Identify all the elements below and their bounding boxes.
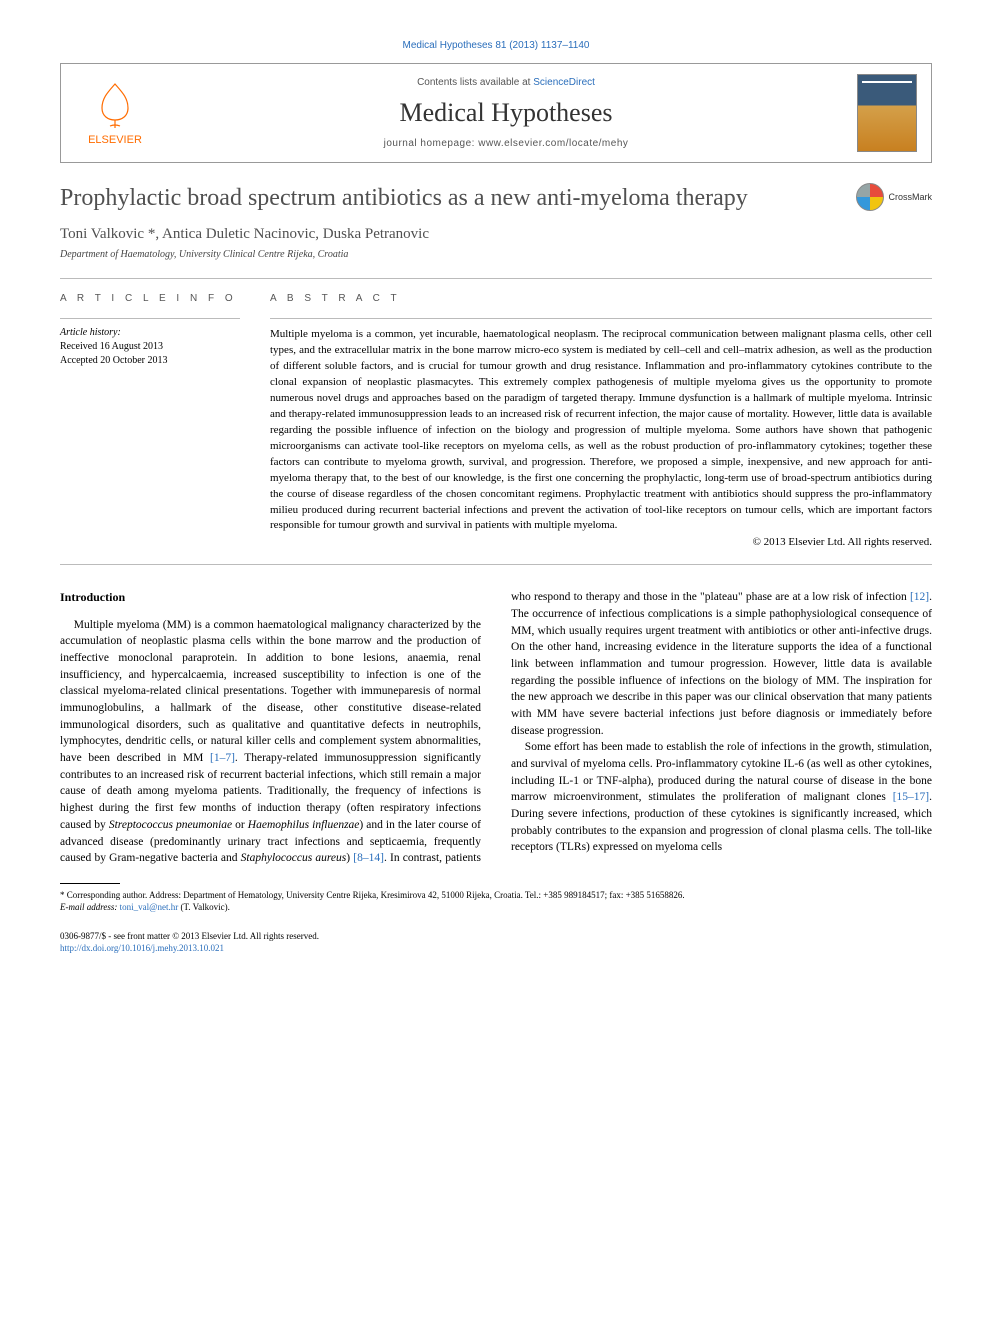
citation-link[interactable]: [15–17] — [893, 791, 929, 803]
email-link[interactable]: toni_val@net.hr — [120, 902, 179, 912]
footnote-separator — [60, 883, 120, 884]
article-info-label: A R T I C L E I N F O — [60, 293, 240, 304]
body-paragraph: Some effort has been made to establish t… — [511, 739, 932, 856]
info-abstract-row: A R T I C L E I N F O Article history: R… — [60, 293, 932, 548]
divider — [60, 278, 932, 279]
citation-link[interactable]: [1–7] — [210, 752, 235, 764]
article-info-column: A R T I C L E I N F O Article history: R… — [60, 293, 240, 548]
abstract-column: A B S T R A C T Multiple myeloma is a co… — [270, 293, 932, 548]
corresponding-author-footnote: * Corresponding author. Address: Departm… — [60, 890, 932, 913]
article-title: Prophylactic broad spectrum antibiotics … — [60, 183, 856, 214]
history-heading: Article history: — [60, 327, 240, 338]
journal-reference: Medical Hypotheses 81 (2013) 1137–1140 — [60, 40, 932, 51]
divider — [60, 318, 240, 319]
issn-copyright: 0306-9877/$ - see front matter © 2013 El… — [60, 931, 932, 943]
title-row: Prophylactic broad spectrum antibiotics … — [60, 183, 932, 214]
crossmark-badge[interactable]: CrossMark — [856, 183, 932, 211]
introduction-heading: Introduction — [60, 589, 481, 606]
received-date: Received 16 August 2013 — [60, 340, 240, 354]
journal-name: Medical Hypotheses — [155, 98, 857, 128]
page-footer: 0306-9877/$ - see front matter © 2013 El… — [60, 931, 932, 954]
crossmark-icon — [856, 183, 884, 211]
body-text: Introduction Multiple myeloma (MM) is a … — [60, 589, 932, 866]
citation-link[interactable]: [12] — [910, 591, 929, 603]
abstract-label: A B S T R A C T — [270, 293, 932, 304]
accepted-date: Accepted 20 October 2013 — [60, 354, 240, 368]
author-list: Toni Valkovic *, Antica Duletic Nacinovi… — [60, 226, 932, 243]
citation-link[interactable]: [8–14] — [353, 852, 384, 864]
masthead-center: Contents lists available at ScienceDirec… — [155, 77, 857, 149]
page: Medical Hypotheses 81 (2013) 1137–1140 E… — [0, 0, 992, 995]
journal-homepage: journal homepage: www.elsevier.com/locat… — [155, 138, 857, 149]
journal-cover-thumbnail — [857, 74, 917, 152]
divider — [60, 564, 932, 565]
sciencedirect-link[interactable]: ScienceDirect — [533, 77, 595, 88]
crossmark-label: CrossMark — [888, 192, 932, 202]
divider — [270, 318, 932, 319]
footer-left: 0306-9877/$ - see front matter © 2013 El… — [60, 931, 932, 954]
abstract-copyright: © 2013 Elsevier Ltd. All rights reserved… — [270, 536, 932, 548]
elsevier-tree-icon — [90, 80, 140, 130]
doi-link[interactable]: http://dx.doi.org/10.1016/j.mehy.2013.10… — [60, 943, 224, 953]
journal-masthead: ELSEVIER Contents lists available at Sci… — [60, 63, 932, 163]
affiliation: Department of Haematology, University Cl… — [60, 249, 932, 260]
publisher-block: ELSEVIER — [75, 80, 155, 146]
contents-available-line: Contents lists available at ScienceDirec… — [155, 77, 857, 88]
abstract-text: Multiple myeloma is a common, yet incura… — [270, 327, 932, 534]
publisher-name: ELSEVIER — [88, 134, 142, 146]
